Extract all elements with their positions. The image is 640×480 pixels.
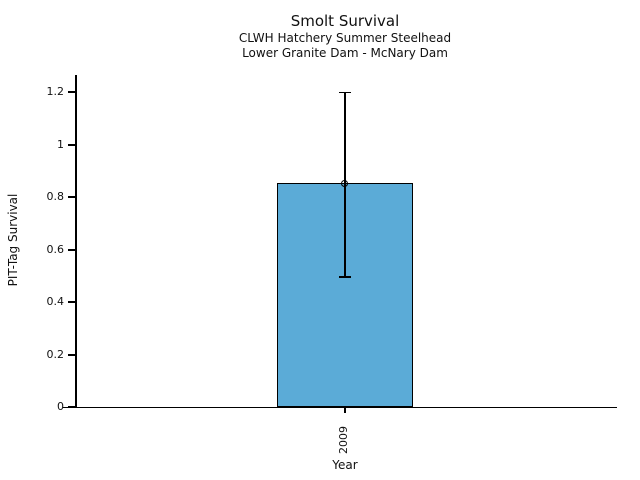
y-axis-label: PIT-Tag Survival: [6, 193, 20, 287]
x-axis-label: Year: [332, 458, 358, 472]
x-tick-mark: [344, 408, 346, 413]
y-tick-label: 0.2: [46, 348, 65, 361]
y-tick-label: 0.4: [46, 295, 65, 308]
y-tick-mark: [68, 249, 75, 251]
y-axis-spine: [75, 75, 77, 408]
chart-subtitle-line-1: CLWH Hatchery Summer Steelhead: [238, 31, 452, 45]
error-bar-cap-bottom: [339, 276, 351, 278]
y-tick-mark: [68, 144, 75, 146]
y-tick-label: 0.8: [46, 190, 65, 203]
y-tick-label: 1: [57, 138, 64, 151]
data-point-marker: [341, 180, 348, 187]
y-tick-label: 0: [57, 400, 64, 413]
chart-subtitle-line-2: Lower Granite Dam - McNary Dam: [242, 46, 448, 60]
y-tick-mark: [68, 91, 75, 93]
y-tick-mark: [68, 406, 75, 408]
y-tick-label: 0.6: [46, 243, 65, 256]
y-tick-mark: [68, 301, 75, 303]
y-tick-mark: [68, 354, 75, 356]
x-axis-line: [63, 406, 617, 408]
x-tick-label-2009: 2009: [337, 426, 350, 454]
y-tick-label: 1.2: [46, 85, 65, 98]
chart-title: Smolt Survival: [290, 12, 400, 30]
error-bar-cap-top: [339, 91, 351, 93]
y-tick-mark: [68, 196, 75, 198]
